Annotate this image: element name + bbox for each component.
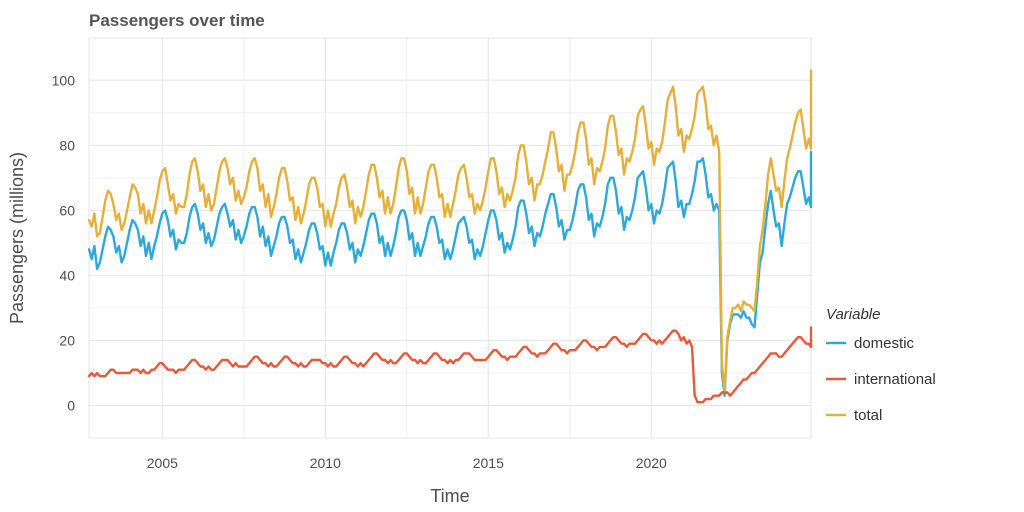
series-lines: [87, 69, 813, 404]
y-tick-label: 60: [59, 202, 75, 218]
legend: Variable domestic international total: [826, 306, 936, 424]
y-axis-title: Passengers (millions): [7, 152, 27, 324]
legend-items: domestic international total: [826, 335, 936, 424]
grid-lines: [89, 38, 811, 438]
y-tick-label: 100: [52, 72, 76, 88]
x-axis-title: Time: [430, 486, 469, 506]
y-axis-ticks: 0 20 40 60 80 100: [52, 72, 76, 413]
legend-title: Variable: [826, 306, 880, 323]
y-tick-label: 0: [67, 397, 75, 413]
legend-label-domestic: domestic: [854, 335, 915, 352]
series-line-international: [87, 326, 813, 404]
plot-panel: [88, 37, 812, 439]
x-tick-label: 2010: [310, 455, 341, 471]
series-line-domestic: [87, 150, 813, 397]
x-axis-ticks: 2005 2010 2015 2020: [147, 455, 667, 471]
chart-title: Passengers over time: [89, 11, 265, 30]
series-line-total: [87, 69, 813, 394]
legend-label-international: international: [854, 371, 936, 388]
legend-label-total: total: [854, 407, 882, 424]
y-tick-label: 20: [59, 332, 75, 348]
x-tick-label: 2020: [636, 455, 667, 471]
y-tick-label: 80: [59, 137, 75, 153]
y-tick-label: 40: [59, 267, 75, 283]
x-tick-label: 2005: [147, 455, 178, 471]
x-tick-label: 2015: [473, 455, 504, 471]
